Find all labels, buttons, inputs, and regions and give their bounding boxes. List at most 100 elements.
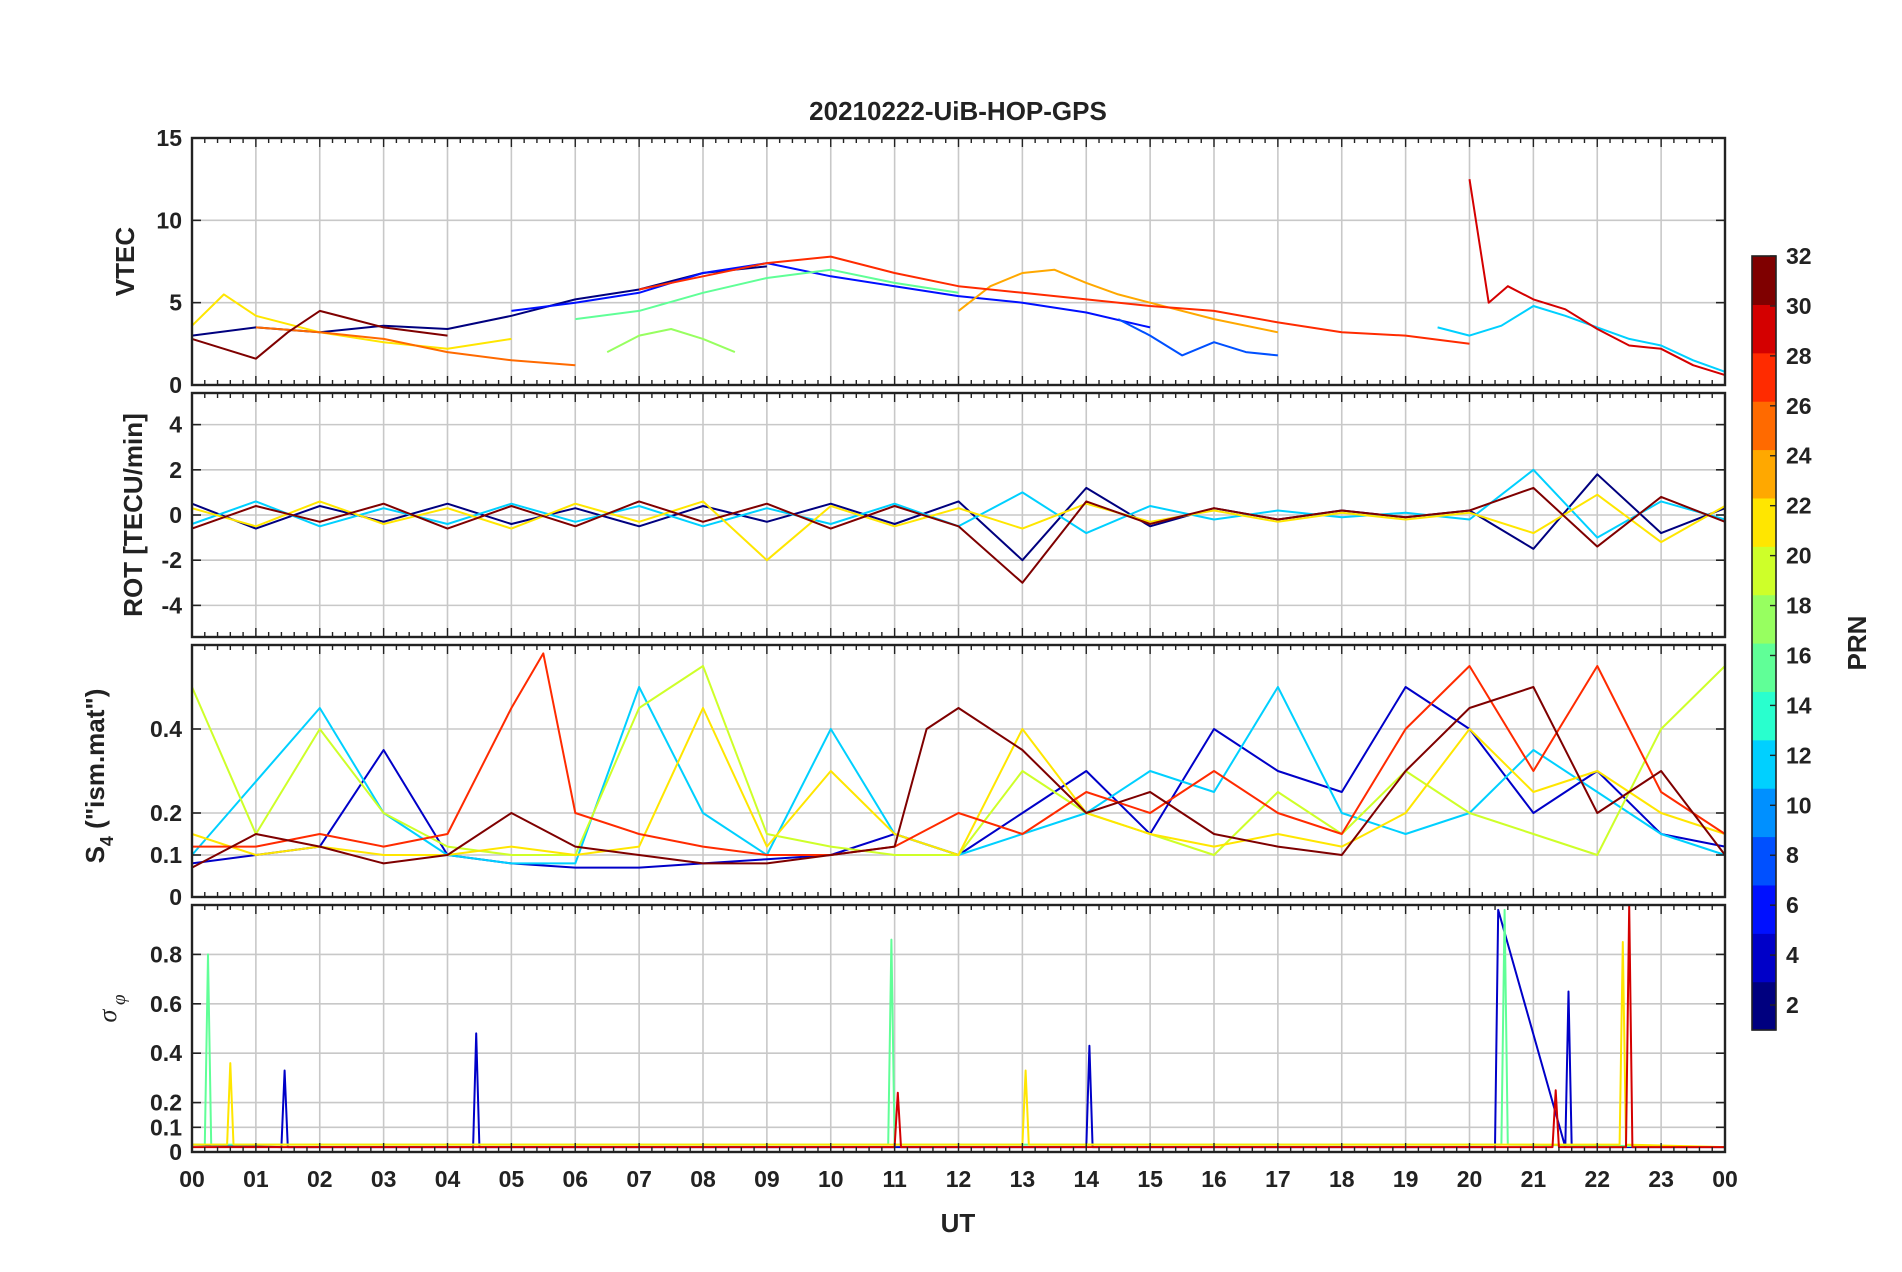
y-tick-label: 0.2 [150,1090,182,1116]
series-line-prn-15 [575,268,959,321]
x-tick-label: 11 [882,1166,907,1192]
colorbar-segment [1752,739,1776,789]
colorbar-segment [1752,981,1776,1031]
x-tick-label: 17 [1265,1166,1291,1192]
colorbar-segment [1752,643,1776,692]
colorbar-segment [1752,836,1776,886]
x-tick-label: 22 [1584,1166,1610,1192]
colorbar-frame [1751,255,1777,1031]
y-tick-label: 0.2 [150,800,182,826]
colorbar-segment [1752,256,1776,305]
colorbar-segment [1752,546,1776,596]
x-tick-label: 08 [690,1166,716,1192]
y-tick-label: 15 [156,125,182,151]
colorbar-tick-label: 2 [1786,992,1799,1018]
y-tick-label: 10 [156,207,182,233]
colorbar-tick-label: 16 [1786,642,1812,668]
series-line-prn-27 [192,652,1726,856]
y-axis-label-rot: ROT [TECU/min] [118,413,148,617]
panel-frame [190,903,1727,1154]
colorbar-segment [1752,401,1776,451]
y-tick-label: 0.4 [150,1040,182,1066]
colorbar-segment [1752,884,1776,934]
colorbar-segment [1752,788,1776,838]
panel-s4: 0 0.1 0.2 0.4 S4 ("ism.mat") [80,643,1727,910]
series-line-prn-16 [192,908,1726,1149]
colorbar-tick-label: 4 [1786,942,1799,968]
y-tick-label: -2 [162,547,182,573]
series-line-prn-26 [255,326,576,367]
colorbar-tick-label: 20 [1786,543,1812,569]
series-line-prn-23 [957,268,1279,334]
colorbar-tick-label: 10 [1786,792,1812,818]
x-tick-label: 14 [1073,1166,1099,1192]
x-tick-label: 04 [435,1166,461,1192]
y-tick-label: 0.8 [150,941,182,967]
colorbar-segment [1752,691,1776,741]
panel-frame [190,643,1727,899]
x-tick-label: 01 [243,1166,269,1192]
colorbar-tick-label: 32 [1786,243,1812,269]
colorbar-segment [1752,352,1776,402]
series-line-prn-22 [191,493,1726,562]
panel-sigma: 00.10.2 0.4 0.6 0.8 σ φ 00 01 02 03 04 05 06 07 08 09 1… [93,903,1738,1192]
x-tick-label: 15 [1137,1166,1163,1192]
colorbar-tick-label: 12 [1786,742,1812,768]
x-tick-label: 00 [1712,1166,1738,1192]
colorbar-segment [1752,594,1776,644]
colorbar-tick-label: 14 [1786,692,1812,718]
x-tick-label: 05 [499,1166,525,1192]
series-line-prn-28 [638,255,1470,345]
x-tick-label: 16 [1201,1166,1227,1192]
y-tick-label: 0.1 [150,1114,182,1140]
y-tick-label: -4 [162,592,183,618]
series-line-prn-32 [191,309,448,360]
y-tick-label: 5 [169,290,182,316]
y-axis-label-vtec: VTEC [110,227,140,297]
panel-vtec: 0 5 10 15 VTEC [110,125,1727,398]
y-tick-label: 0.6 [150,991,182,1017]
series-line-prn-8 [1117,318,1279,357]
x-tick-label: 13 [1010,1166,1036,1192]
x-tick-label: 20 [1457,1166,1483,1192]
series-line-prn-5 [511,262,1151,329]
x-axis-label: UT [941,1208,976,1238]
x-tick-label: 18 [1329,1166,1355,1192]
x-tick-label: 06 [562,1166,588,1192]
series-line-prn-29 [192,904,1725,1149]
colorbar-tick-label: 26 [1786,393,1812,419]
y-tick-label: 2 [169,457,182,483]
x-tick-label: 00 [179,1166,205,1192]
colorbar-segment [1752,304,1776,354]
colorbar-tick-label: 6 [1786,892,1799,918]
x-tick-label: 02 [307,1166,333,1192]
panel-rot: -4 -2 0 2 4 ROT [TECU/min] [118,391,1727,639]
series-line-prn-12 [191,686,1726,865]
y-tick-label: 4 [169,412,182,438]
y-tick-label: 0 [169,1139,182,1165]
colorbar-label: PRN [1842,616,1872,671]
x-tick-label: 19 [1393,1166,1419,1192]
chart-title: 20210222-UiB-HOP-GPS [809,96,1107,126]
x-tick-label: 07 [626,1166,652,1192]
colorbar-segment [1752,449,1776,499]
series-line-prn-12 [1437,305,1726,373]
series-line-prn-32 [191,686,1726,869]
x-tick-label: 23 [1648,1166,1674,1192]
y-tick-label: 0 [169,502,182,528]
x-tick-label: 10 [818,1166,844,1192]
colorbar-tick-label: 28 [1786,343,1812,369]
y-tick-label: 0.1 [150,842,182,868]
colorbar-tick-label: 30 [1786,293,1812,319]
y-axis-label-sigma: σ φ [93,994,130,1022]
colorbar-tick-label: 24 [1786,443,1812,469]
panel-frame [190,136,1727,387]
colorbar-tick-label: 18 [1786,593,1812,619]
colorbar-segment [1752,933,1776,983]
series-line-prn-22 [192,941,1726,1149]
series-line-prn-30 [1468,179,1726,377]
x-tick-label: 21 [1521,1166,1547,1192]
x-tick-label: 12 [946,1166,972,1192]
